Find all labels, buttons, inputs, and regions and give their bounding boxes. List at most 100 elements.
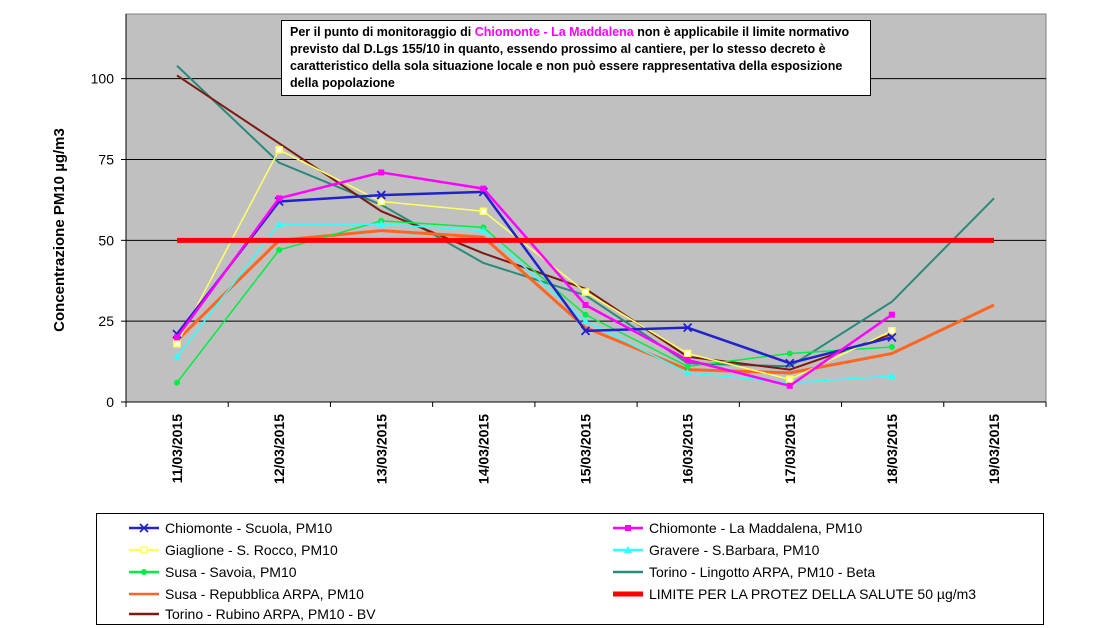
legend-label: Susa - Savoia, PM10	[165, 564, 297, 580]
legend-marker	[139, 523, 149, 533]
data-point	[683, 349, 692, 358]
annotation-prefix: Per il punto di monitoraggio di	[290, 25, 475, 39]
data-point	[581, 317, 590, 325]
data-point	[887, 332, 897, 342]
annotation-suffix: non è applicabile il limite normativo pr…	[290, 25, 850, 90]
legend-label: Chiomonte - La Maddalena, PM10	[649, 520, 863, 536]
data-point	[378, 169, 385, 176]
series-0	[172, 187, 897, 368]
series-2	[173, 146, 896, 384]
data-point	[580, 326, 591, 336]
annotation-highlight: Chiomonte - La Maddalena	[474, 25, 634, 39]
legend-item: Torino - Lingotto ARPA, PM10 - Beta	[613, 562, 875, 582]
legend-item: Chiomonte - La Maddalena, PM10	[613, 518, 862, 538]
marker-stroke	[580, 326, 591, 336]
data-point	[683, 368, 692, 376]
x-tick-label: 18/03/2015	[884, 414, 900, 484]
marker-stroke	[139, 523, 149, 533]
legend-item: Susa - Repubblica ARPA, PM10	[129, 584, 364, 604]
legend-label: Chiomonte - Scuola, PM10	[165, 520, 333, 536]
legend-item: Susa - Savoia, PM10	[129, 562, 297, 582]
data-point	[682, 322, 693, 333]
x-tick-label: 12/03/2015	[271, 414, 287, 484]
x-tick-label: 17/03/2015	[782, 414, 798, 484]
legend-marker	[624, 546, 632, 553]
data-point	[888, 344, 895, 351]
legend-label: Giaglione - S. Rocco, PM10	[165, 542, 338, 558]
data-point	[888, 327, 896, 335]
legend-label: LIMITE PER LA PROTEZ DELLA SALUTE 50 µg/…	[649, 586, 977, 602]
legend-item: Chiomonte - Scuola, PM10	[129, 518, 332, 538]
series-line	[176, 190, 893, 365]
data-point	[276, 195, 283, 202]
x-tick-label: 14/03/2015	[475, 414, 491, 484]
marker-stroke	[376, 190, 386, 200]
chart-legend: Chiomonte - Scuola, PM10 Chiomonte - La M…	[96, 513, 1044, 625]
data-point	[786, 382, 793, 389]
legend-swatch	[129, 592, 159, 596]
series-line	[175, 171, 893, 388]
marker-stroke	[785, 358, 795, 368]
data-point	[173, 340, 181, 348]
series-line	[176, 220, 892, 384]
legend-label: Torino - Lingotto ARPA, PM10 - Beta	[649, 564, 876, 580]
data-point	[376, 190, 386, 200]
x-axis-ticks: 11/03/2015 12/03/2015 13/03/2015 14/03/2015…	[125, 402, 1047, 484]
annotation-box: Per il punto di monitoraggio di Chiomont…	[281, 20, 871, 96]
data-point	[174, 334, 180, 341]
legend-swatch	[129, 569, 159, 575]
y-tick-label: 50	[98, 232, 114, 248]
data-point	[276, 247, 283, 254]
legend-swatch	[613, 591, 643, 597]
legend-item: Torino - Rubino ARPA, PM10 - BV	[129, 604, 376, 624]
legend-marker	[141, 569, 147, 575]
data-point	[888, 311, 895, 318]
y-axis-label: Concentrazione PM10 µg/m3	[51, 128, 68, 332]
y-tick-label: 100	[91, 71, 115, 87]
legend-label: Susa - Repubblica ARPA, PM10	[165, 586, 364, 602]
x-tick-label: 19/03/2015	[986, 414, 1002, 484]
series-line	[176, 149, 893, 381]
data-point	[887, 372, 896, 380]
data-point	[480, 185, 487, 192]
series-group	[172, 65, 995, 389]
legend-item: LIMITE PER LA PROTEZ DELLA SALUTE 50 µg/…	[613, 584, 976, 604]
data-point	[275, 220, 284, 228]
data-point	[684, 356, 691, 363]
legend-swatch	[129, 612, 159, 616]
legend-swatch	[613, 546, 643, 553]
data-point	[275, 146, 283, 154]
legend-swatch	[129, 523, 159, 533]
data-point	[582, 311, 589, 318]
data-point	[479, 226, 488, 234]
data-point	[377, 197, 385, 206]
data-point	[174, 379, 180, 386]
data-point	[582, 302, 589, 308]
data-point	[785, 358, 795, 368]
data-point	[786, 375, 794, 384]
series-line	[175, 229, 995, 375]
x-tick-label: 13/03/2015	[373, 414, 389, 484]
x-tick-label: 16/03/2015	[680, 414, 696, 484]
data-point	[581, 288, 590, 296]
legend-item: Gravere - S.Barbara, PM10	[613, 540, 819, 560]
data-point	[173, 352, 181, 360]
legend-swatch	[129, 546, 159, 554]
legend-swatch	[613, 525, 643, 531]
y-tick-label: 75	[98, 152, 114, 168]
data-point	[786, 350, 793, 357]
x-tick-label: 11/03/2015	[169, 414, 185, 484]
legend-swatch	[613, 570, 643, 574]
series-1	[174, 169, 895, 389]
y-tick-label: 25	[98, 313, 114, 329]
data-point	[479, 207, 488, 215]
x-tick-label: 15/03/2015	[578, 414, 594, 484]
marker-stroke	[887, 332, 897, 342]
y-axis-ticks: 0 25 50 75 100	[91, 14, 1046, 410]
legend-label: Torino - Rubino ARPA, PM10 - BV	[165, 606, 376, 622]
series-4	[174, 217, 895, 386]
legend-marker	[625, 525, 631, 531]
series-6	[175, 229, 995, 375]
data-point	[684, 363, 691, 370]
y-tick-label: 0	[106, 394, 114, 410]
